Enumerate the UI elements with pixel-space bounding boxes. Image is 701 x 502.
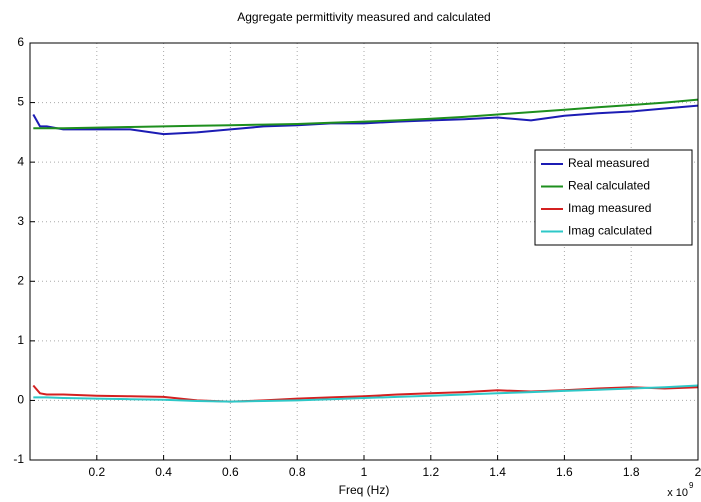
x-tick-label: 1.2 — [422, 465, 439, 479]
plot-frame — [29, 42, 699, 461]
y-tick-label: 1 — [17, 333, 24, 347]
x-tick-label: 0.6 — [222, 465, 239, 479]
y-tick-label: 0 — [17, 393, 24, 407]
legend-label: Imag calculated — [568, 224, 652, 238]
x-scale-exponent: 9 — [689, 481, 694, 490]
x-tick-label: 0.2 — [88, 465, 105, 479]
legend-label: Real calculated — [568, 179, 650, 193]
x-tick-label: 1.4 — [489, 465, 506, 479]
y-tick-label: 6 — [17, 35, 24, 49]
x-tick-label: 0.8 — [289, 465, 306, 479]
legend-label: Imag measured — [568, 201, 651, 215]
chart-title: Aggregate permittivity measured and calc… — [237, 10, 490, 24]
y-tick-label: 2 — [17, 273, 24, 287]
legend-box — [534, 149, 693, 246]
line-series — [33, 98, 699, 130]
x-axis-label: Freq (Hz) — [339, 483, 390, 497]
x-tick-label: 1 — [361, 465, 368, 479]
y-tick-label: 3 — [17, 214, 24, 228]
x-tick-label: 2 — [695, 465, 701, 479]
y-tick-label: -1 — [13, 452, 24, 466]
x-tick-label: 1.8 — [623, 465, 640, 479]
x-scale-label: x 10 — [667, 487, 688, 499]
x-tick-label: 1.6 — [556, 465, 573, 479]
legend: Real measured Real calculated Imag measure… — [534, 149, 693, 246]
y-tick-label: 4 — [17, 154, 24, 168]
line-series — [33, 384, 699, 403]
y-tick-label: 5 — [17, 95, 24, 109]
x-tick-label: 0.4 — [155, 465, 172, 479]
legend-label: Real measured — [568, 156, 649, 170]
